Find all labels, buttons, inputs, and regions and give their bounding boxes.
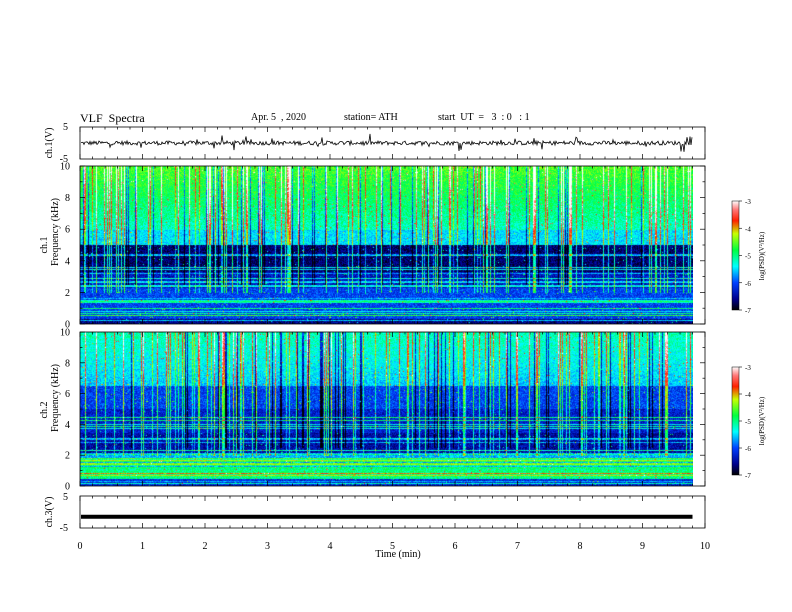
x-tick-label: 1 [140, 541, 145, 552]
x-tick-label: 7 [515, 541, 520, 552]
x-tick-label: 5 [390, 541, 395, 552]
colorbar-ch2 [731, 366, 740, 476]
x-tick-label: 3 [265, 541, 270, 552]
spectrogram-ch2-ytick-label: 2 [65, 451, 70, 462]
x-tick-label: 9 [640, 541, 645, 552]
ch1-ytick-bottom: -5 [60, 154, 68, 165]
colorbar-tick-label: -7 [745, 307, 751, 315]
spectrogram-ch1-ytick-label: 4 [65, 256, 70, 267]
spectrogram-ch2-ytick-label: 4 [65, 420, 70, 431]
chart-title: VLF Spectra [80, 111, 145, 125]
x-tick-label: 6 [453, 541, 458, 552]
colorbar-tick-label: -4 [745, 225, 751, 233]
spectrogram-ch2-ylabel: Frequency (kHz) [50, 364, 61, 432]
spectrogram-ch2-ytick-label: 10 [60, 328, 70, 339]
colorbar-ch1-label: log(PSD)(V²/Hz) [758, 231, 766, 280]
ch3-ylabel: ch.3(V) [44, 497, 55, 528]
colorbar-tick-label: -7 [745, 472, 751, 480]
spectrogram-ch1-ytick-label: 8 [65, 193, 70, 204]
colorbar-tick-label: -3 [745, 198, 751, 206]
x-tick-label: 4 [328, 541, 333, 552]
spectrogram-ch1 [80, 166, 693, 324]
ch1-ytick-top: 5 [63, 122, 68, 133]
spectrogram-ch2-ytick-label: 0 [65, 482, 70, 493]
start-time-label: start UT = 3 : 0 : 1 [438, 112, 530, 123]
colorbar-tick-label: -3 [745, 364, 751, 372]
ch3-ytick-bottom: -5 [60, 523, 68, 534]
colorbar-tick-label: -6 [745, 280, 751, 288]
colorbar-ch1 [731, 200, 740, 311]
ch3-ytick-top: 5 [63, 492, 68, 503]
spectrogram-ch1-frame [79, 165, 706, 325]
spectrogram-ch1-ytick-label: 10 [60, 162, 70, 173]
colorbar-tick-label: -5 [745, 418, 751, 426]
ch1-waveform-line [81, 133, 693, 152]
colorbar-tick-label: -4 [745, 391, 751, 399]
spectrogram-ch2 [80, 332, 693, 486]
colorbar-ch2-label: log(PSD)(V²/Hz) [758, 396, 766, 445]
x-tick-label: 10 [700, 541, 710, 552]
x-tick-label: 2 [203, 541, 208, 552]
spectrogram-ch1-ytick-label: 0 [65, 320, 70, 331]
station-label: station= ATH [344, 112, 398, 123]
colorbar-tick-label: -5 [745, 253, 751, 261]
spectrogram-ch1-channel-label: ch.1 [39, 237, 50, 254]
ch1-ylabel: ch.1(V) [44, 128, 55, 159]
spectrogram-ch2-ytick-label: 6 [65, 389, 70, 400]
x-tick-label: 8 [578, 541, 583, 552]
spectrogram-ch1-ytick-label: 2 [65, 288, 70, 299]
header: VLF Spectra Apr. 5 , 2020 station= ATH s… [80, 111, 720, 126]
x-tick-label: 0 [78, 541, 83, 552]
spectrogram-ch1-ytick-label: 6 [65, 225, 70, 236]
date-label: Apr. 5 , 2020 [251, 112, 306, 123]
spectrogram-ch2-frame [79, 331, 706, 487]
colorbar-tick-label: -6 [745, 445, 751, 453]
spectrogram-ch2-ytick-label: 8 [65, 358, 70, 369]
spectrogram-ch1-ylabel: Frequency (kHz) [50, 198, 61, 266]
spectrogram-ch2-channel-label: ch.2 [39, 402, 50, 419]
x-axis-label: Time (min) [375, 549, 420, 560]
